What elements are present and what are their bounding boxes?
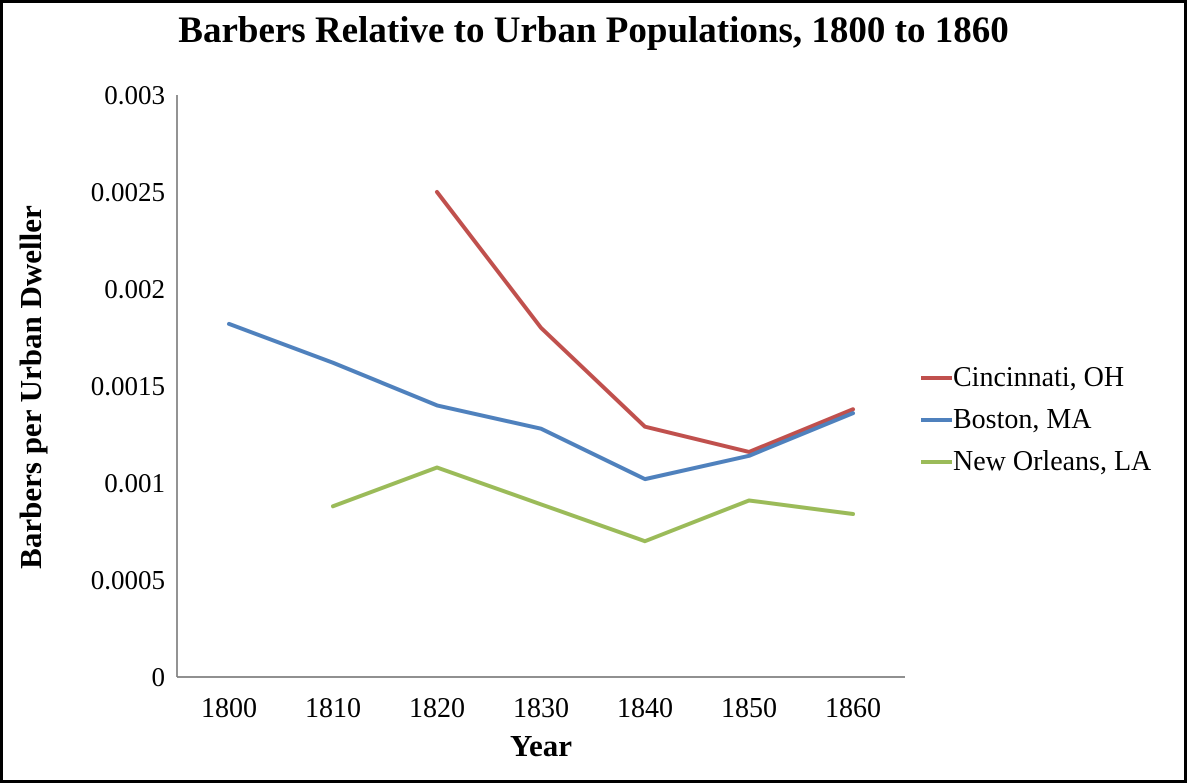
y-tick-label: 0.001 (104, 468, 165, 498)
x-tick-label: 1850 (721, 693, 777, 724)
x-tick-label: 1810 (305, 693, 361, 724)
series-lines (227, 190, 855, 544)
legend-item: New Orleans, LA (921, 441, 1151, 483)
y-tick-label: 0.002 (104, 274, 165, 304)
legend-line-swatch (921, 376, 952, 380)
x-tick-label: 1800 (201, 693, 257, 724)
legend-line-swatch (921, 418, 952, 422)
x-tick-label: 1840 (617, 693, 673, 724)
legend-line-swatch (921, 460, 952, 464)
y-tick-label: 0 (151, 662, 166, 692)
y-tick-label: 0.0015 (90, 371, 165, 401)
series-line-boston-ma (227, 321, 855, 482)
plot-area (176, 95, 905, 678)
x-tick-label: 1830 (513, 693, 569, 724)
legend-label: Boston, MA (953, 404, 1092, 435)
y-tick-label: 0.003 (104, 80, 165, 110)
legend-label: New Orleans, LA (953, 446, 1152, 477)
legend-item: Boston, MA (921, 399, 1151, 441)
series-line-new-orleans-la (331, 465, 855, 544)
series-line-cincinnati-oh (435, 190, 855, 454)
chart-title: Barbers Relative to Urban Populations, 1… (178, 10, 1009, 51)
legend: Cincinnati, OH Boston, MA New Orleans, LA (921, 357, 1151, 483)
x-tick-label: 1860 (825, 693, 881, 724)
y-tick-label: 0.0025 (90, 177, 165, 207)
x-axis-title: Year (510, 728, 572, 763)
y-tick-label: 0.0005 (90, 565, 165, 595)
x-tick-label: 1820 (409, 693, 465, 724)
legend-item: Cincinnati, OH (921, 357, 1151, 399)
legend-label: Cincinnati, OH (953, 362, 1125, 393)
